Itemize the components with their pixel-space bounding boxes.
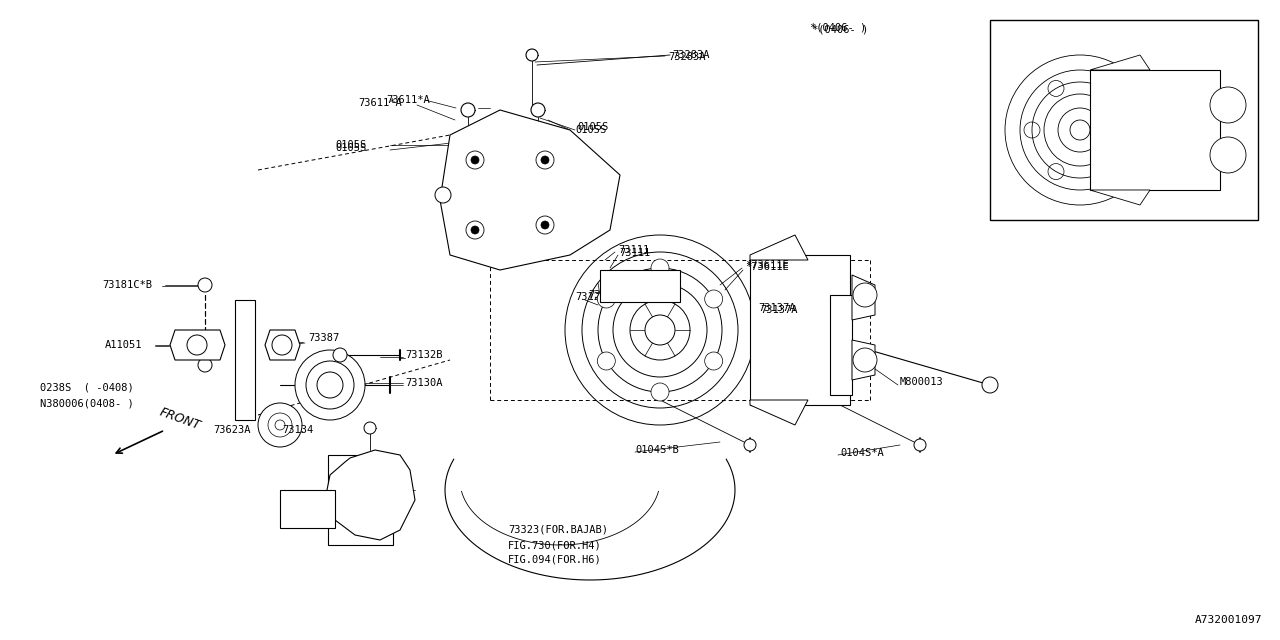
Text: *73611E: *73611E — [745, 262, 788, 272]
Text: 0105S: 0105S — [575, 125, 607, 135]
Circle shape — [1210, 87, 1245, 123]
Circle shape — [466, 221, 484, 239]
Bar — [280, 490, 335, 528]
Text: 73111: 73111 — [620, 248, 650, 258]
Bar — [829, 295, 852, 395]
Text: 73283A: 73283A — [668, 52, 705, 62]
Text: 0105S: 0105S — [335, 143, 366, 153]
Text: FIG.730-1: FIG.730-1 — [283, 502, 332, 511]
Text: *(0406- ): *(0406- ) — [810, 23, 867, 33]
Text: 73283A: 73283A — [672, 50, 709, 60]
Circle shape — [645, 315, 675, 345]
Circle shape — [652, 383, 669, 401]
Text: 73181C*B: 73181C*B — [102, 280, 152, 290]
Text: N380006(0408- ): N380006(0408- ) — [40, 398, 133, 408]
Circle shape — [598, 352, 616, 370]
Text: FIG.730(FOR.H4): FIG.730(FOR.H4) — [508, 540, 602, 550]
Text: 73611*A: 73611*A — [387, 95, 430, 105]
Text: 73121: 73121 — [1004, 65, 1037, 75]
Circle shape — [333, 348, 347, 362]
Text: *(0406- ): *(0406- ) — [812, 25, 868, 35]
Circle shape — [306, 361, 355, 409]
Text: 0104S*A: 0104S*A — [840, 448, 883, 458]
Text: 73130A: 73130A — [404, 378, 443, 388]
Circle shape — [275, 420, 285, 430]
Text: 73132B: 73132B — [404, 350, 443, 360]
Text: < -0405>: < -0405> — [997, 25, 1047, 35]
Bar — [328, 455, 393, 545]
Text: A732001097: A732001097 — [1196, 615, 1262, 625]
Circle shape — [531, 103, 545, 117]
Bar — [1091, 70, 1220, 190]
Bar — [600, 270, 680, 302]
Text: 73111: 73111 — [618, 245, 649, 255]
Text: 73111: 73111 — [1187, 35, 1220, 45]
Polygon shape — [852, 275, 876, 320]
Circle shape — [259, 403, 302, 447]
Circle shape — [461, 103, 475, 117]
Circle shape — [541, 221, 549, 229]
Text: 73387: 73387 — [308, 333, 339, 343]
Circle shape — [652, 259, 669, 277]
Circle shape — [1210, 137, 1245, 173]
Circle shape — [705, 290, 723, 308]
Circle shape — [541, 156, 549, 164]
Bar — [750, 255, 850, 405]
Polygon shape — [170, 330, 225, 360]
Circle shape — [198, 358, 212, 372]
Circle shape — [187, 335, 207, 355]
Circle shape — [294, 350, 365, 420]
Text: 73137A: 73137A — [760, 305, 797, 315]
Text: 73134: 73134 — [282, 425, 314, 435]
Polygon shape — [440, 110, 620, 270]
Circle shape — [705, 352, 723, 370]
Text: M800013: M800013 — [900, 377, 943, 387]
Text: 0104S*B: 0104S*B — [635, 445, 678, 455]
Text: 0105S: 0105S — [335, 140, 366, 150]
Text: 73611*A: 73611*A — [358, 98, 402, 108]
Circle shape — [435, 187, 451, 203]
Circle shape — [471, 156, 479, 164]
Text: 73121: 73121 — [588, 290, 620, 300]
Polygon shape — [1091, 55, 1149, 70]
Bar — [989, 20, 1258, 220]
Polygon shape — [852, 340, 876, 380]
Circle shape — [198, 278, 212, 292]
Circle shape — [273, 335, 292, 355]
Circle shape — [466, 151, 484, 169]
Polygon shape — [1091, 190, 1149, 205]
Circle shape — [364, 422, 376, 434]
Polygon shape — [236, 300, 255, 420]
Circle shape — [852, 348, 877, 372]
Circle shape — [914, 439, 925, 451]
Circle shape — [744, 439, 756, 451]
Circle shape — [471, 226, 479, 234]
Text: FRONT: FRONT — [157, 405, 202, 432]
Text: 73623A: 73623A — [212, 425, 251, 435]
Circle shape — [526, 49, 538, 61]
Text: 73137A: 73137A — [758, 303, 795, 313]
Circle shape — [598, 290, 616, 308]
Circle shape — [317, 372, 343, 398]
Polygon shape — [750, 400, 808, 425]
Text: 73323(FOR.BAJAB): 73323(FOR.BAJAB) — [508, 525, 608, 535]
Text: 0105S: 0105S — [577, 122, 608, 132]
Circle shape — [982, 377, 998, 393]
Text: 73121: 73121 — [575, 292, 607, 302]
Text: A11051: A11051 — [105, 340, 142, 350]
Text: FIG.094(FOR.H6): FIG.094(FOR.H6) — [508, 555, 602, 565]
Polygon shape — [325, 450, 415, 540]
Circle shape — [536, 216, 554, 234]
Text: *73611D: *73611D — [603, 278, 646, 288]
Circle shape — [852, 283, 877, 307]
Text: 0238S  ( -0408): 0238S ( -0408) — [40, 383, 133, 393]
Polygon shape — [750, 235, 808, 260]
Polygon shape — [265, 330, 300, 360]
Circle shape — [536, 151, 554, 169]
Text: *73611E: *73611E — [745, 260, 788, 270]
